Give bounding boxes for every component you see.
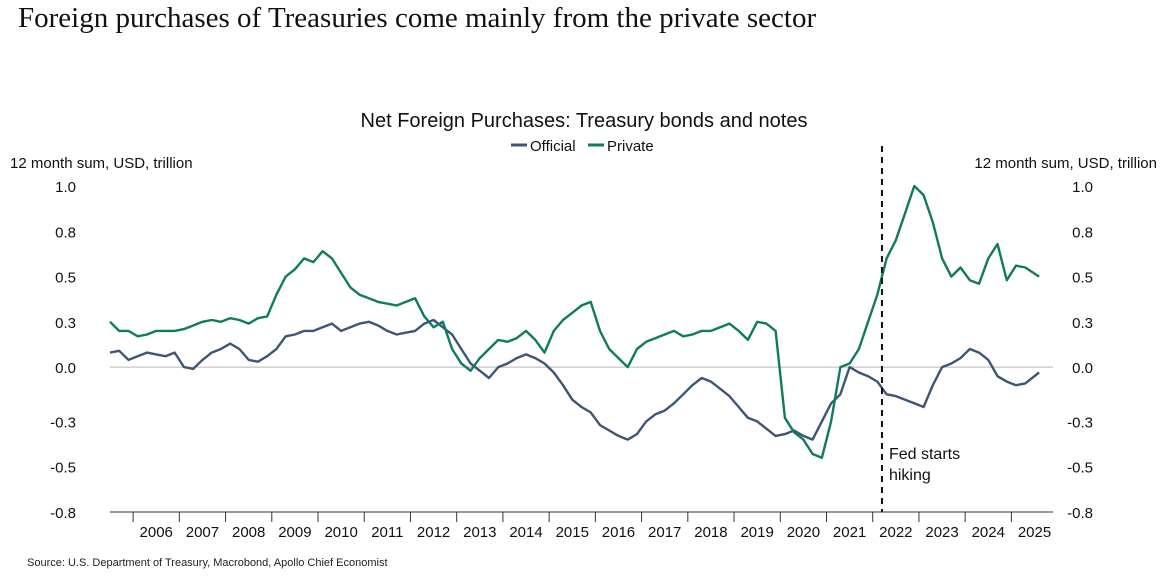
page-headline: Foreign purchases of Treasuries come mai… bbox=[18, 2, 817, 34]
y-tick-label-right: -0.3 bbox=[1067, 414, 1093, 431]
x-tick-label: 2021 bbox=[833, 524, 866, 541]
y-tick-label-left: 0.8 bbox=[55, 224, 76, 241]
y-tick-label-left: 0.3 bbox=[55, 315, 76, 332]
x-tick-label: 2018 bbox=[694, 524, 727, 541]
x-tick-label: 2024 bbox=[972, 524, 1005, 541]
source-note: Source: U.S. Department of Treasury, Mac… bbox=[27, 557, 388, 569]
x-tick-label: 2009 bbox=[278, 524, 311, 541]
x-tick-label: 2012 bbox=[417, 524, 450, 541]
y-tick-label-left: -0.5 bbox=[50, 460, 76, 477]
chart-legend: Official Private bbox=[511, 138, 654, 155]
y-tick-label-right: 1.0 bbox=[1072, 179, 1093, 196]
series-line-private bbox=[109, 184, 1040, 459]
y-tick-label-left: -0.8 bbox=[50, 505, 76, 522]
y-tick-label-left: -0.3 bbox=[50, 414, 76, 431]
x-tick-label: 2016 bbox=[602, 524, 635, 541]
y-tick-label-left: 0.5 bbox=[55, 270, 76, 287]
series-line-official bbox=[109, 318, 1040, 441]
y-axis-label-right: 12 month sum, USD, trillion bbox=[974, 155, 1157, 172]
x-tick-label: 2020 bbox=[787, 524, 820, 541]
x-tick-label: 2007 bbox=[186, 524, 219, 541]
x-tick-label: 2014 bbox=[509, 524, 542, 541]
y-axis-label-left: 12 month sum, USD, trillion bbox=[10, 155, 193, 172]
x-tick-label: 2017 bbox=[648, 524, 681, 541]
y-tick-label-right: -0.8 bbox=[1067, 505, 1093, 522]
x-tick-label: 2011 bbox=[371, 524, 403, 541]
y-tick-label-right: -0.5 bbox=[1067, 460, 1093, 477]
fed-hike-annotation-line-2: hiking bbox=[889, 467, 931, 484]
y-tick-label-right: 0.3 bbox=[1072, 315, 1093, 332]
chart-title: Net Foreign Purchases: Treasury bonds an… bbox=[361, 110, 808, 132]
x-tick-label: 2010 bbox=[324, 524, 357, 541]
legend-label-official: Official bbox=[530, 138, 576, 155]
y-axis-left: -0.8 -0.5 -0.3 0.0 0.3 0.5 0.8 1.0 bbox=[50, 179, 76, 522]
x-tick-label: 2022 bbox=[879, 524, 912, 541]
net-foreign-purchases-chart: Net Foreign Purchases: Treasury bonds an… bbox=[10, 110, 1157, 541]
y-tick-label-right: 0.8 bbox=[1072, 224, 1093, 241]
x-tick-label: 2015 bbox=[556, 524, 589, 541]
y-axis-right: -0.8 -0.5 -0.3 0.0 0.3 0.5 0.8 1.0 bbox=[1067, 179, 1093, 522]
y-tick-label-right: 0.5 bbox=[1072, 270, 1093, 287]
legend-label-private: Private bbox=[607, 138, 654, 155]
x-tick-label: 2006 bbox=[140, 524, 173, 541]
y-tick-label-right: 0.0 bbox=[1072, 360, 1093, 377]
y-tick-label-left: 1.0 bbox=[55, 179, 76, 196]
x-axis: 2006 2007 2008 2009 2010 2011 2012 2013 2014 2015… bbox=[132, 512, 1051, 541]
x-tick-label: 2019 bbox=[740, 524, 773, 541]
fed-hike-annotation-line-1: Fed starts bbox=[889, 446, 960, 463]
y-tick-label-left: 0.0 bbox=[55, 360, 76, 377]
x-tick-label: 2023 bbox=[925, 524, 958, 541]
x-tick-label: 2013 bbox=[463, 524, 496, 541]
x-tick-label: 2025 bbox=[1018, 524, 1051, 541]
x-tick-label: 2008 bbox=[232, 524, 265, 541]
